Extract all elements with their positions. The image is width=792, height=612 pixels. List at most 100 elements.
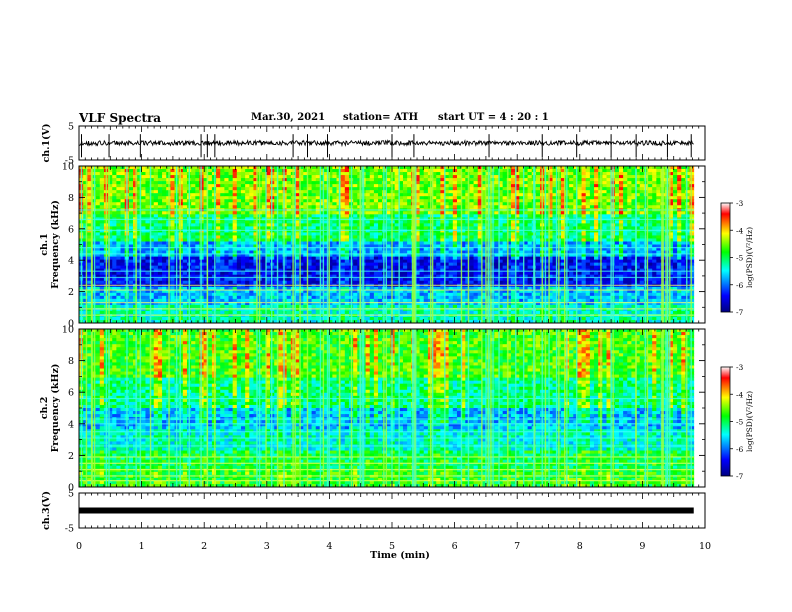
spectrogram-cell (452, 265, 458, 270)
spectrogram-cell (278, 214, 283, 218)
spectrogram-cell (365, 274, 371, 279)
spectrogram-cell (294, 244, 300, 248)
spectrogram-cell (137, 298, 142, 303)
spectrogram-cell (178, 250, 184, 254)
spectrogram-cell (249, 178, 254, 182)
spectrogram-cell (141, 247, 146, 251)
spectrogram-cell (99, 301, 105, 306)
spectrogram-cell (224, 301, 229, 306)
spectrogram-cell (153, 310, 159, 315)
spectrogram-cell (245, 265, 250, 270)
spectrogram-cell (402, 310, 408, 315)
spectrogram-cell (415, 169, 420, 173)
spectrogram-cell (278, 211, 283, 215)
spectrogram-cell (452, 193, 458, 197)
spectrogram-cell (465, 238, 470, 242)
spectrogram-cell (344, 274, 350, 279)
spectrogram-cell (311, 274, 317, 279)
spectrogram-cell (311, 250, 317, 254)
spectrogram-cell (265, 271, 271, 276)
spectrogram-cell (299, 310, 304, 315)
spectrogram-cell (307, 226, 312, 230)
spectrogram-cell (423, 304, 429, 309)
spectrogram-cell (398, 232, 404, 236)
spectrogram-cell (369, 250, 375, 254)
spectrogram-cell (265, 286, 271, 291)
spectrogram-cell (112, 214, 117, 218)
spectrogram-cell (170, 181, 175, 185)
spectrogram-cell (365, 190, 371, 194)
spectrogram-cell (203, 196, 209, 200)
spectrogram-cell (340, 307, 346, 312)
spectrogram-cell (436, 244, 441, 248)
spectrogram-cell (324, 184, 329, 188)
spectrogram-cell (145, 229, 151, 233)
spectrogram-cell (415, 172, 420, 176)
spectrogram-cell (137, 220, 142, 224)
spectrogram-cell (423, 292, 429, 297)
spectrogram-cell (224, 319, 229, 324)
spectrogram-cell (378, 181, 383, 185)
spectrogram-cell (116, 310, 121, 315)
spectrogram-cell (145, 178, 151, 182)
spectrogram-cell (461, 286, 466, 291)
spectrogram-cell (294, 193, 300, 197)
spectrogram-cell (294, 253, 300, 257)
spectrogram-cell (240, 226, 246, 230)
spectrogram-cell (87, 223, 92, 227)
spectrogram-cell (278, 190, 283, 194)
spectrogram-cell (282, 244, 288, 248)
spectrogram-cell (315, 259, 321, 264)
spectrogram-cell (440, 232, 445, 236)
spectrogram-cell (236, 262, 242, 267)
spectrogram-cell (311, 280, 317, 285)
spectrogram-cell (402, 268, 408, 273)
spectrogram-cell (145, 268, 151, 273)
spectrogram-cell (432, 262, 437, 267)
spectrogram-cell (265, 193, 271, 197)
spectrogram-cell (311, 316, 317, 321)
spectrogram-cell (394, 262, 400, 267)
spectrogram-cell (319, 244, 325, 248)
spectrogram-cell (373, 310, 379, 315)
spectrogram-cell (340, 280, 346, 285)
spectrogram-cell (249, 166, 254, 170)
spectrogram-cell (469, 193, 474, 197)
spectrogram-cell (228, 286, 234, 291)
spectrogram-cell (265, 220, 271, 224)
spectrogram-cell (286, 184, 292, 188)
spectrogram-cell (324, 271, 329, 276)
spectrogram-cell (220, 256, 225, 260)
spectrogram-cell (245, 193, 250, 197)
spectrogram-cell (261, 241, 267, 245)
spectrogram-cell (386, 259, 391, 264)
spectrogram-cell (373, 256, 379, 260)
spectrogram-cell (224, 205, 229, 209)
spectrogram-cell (311, 277, 317, 282)
spectrogram-cell (133, 247, 138, 251)
spectrogram-cell (328, 226, 333, 230)
spectrogram-cell (236, 319, 242, 324)
spectrogram-cell (128, 286, 134, 291)
spectrogram-cell (311, 226, 317, 230)
spectrogram-cell (303, 295, 308, 300)
spectrogram-cell (469, 250, 474, 254)
spectrogram-cell (282, 190, 288, 194)
spectrogram-cell (340, 172, 346, 176)
spectrogram-cell (303, 244, 308, 248)
spectrogram-cell (444, 244, 450, 248)
spectrogram-cell (203, 277, 209, 282)
spectrogram-cell (353, 184, 358, 188)
spectrogram-cell (365, 265, 371, 270)
spectrogram-cell (195, 172, 200, 176)
spectrogram-cell (369, 256, 375, 260)
spectrogram-cell (240, 244, 246, 248)
spectrogram-cell (178, 232, 184, 236)
spectrogram-cell (423, 199, 429, 203)
spectrogram-cell (95, 196, 101, 200)
spectrogram-cell (390, 310, 396, 315)
spectrogram-cell (469, 301, 474, 306)
spectrogram-cell (120, 181, 126, 185)
spectrogram-cell (432, 223, 437, 227)
spectrogram-cell (444, 262, 450, 267)
